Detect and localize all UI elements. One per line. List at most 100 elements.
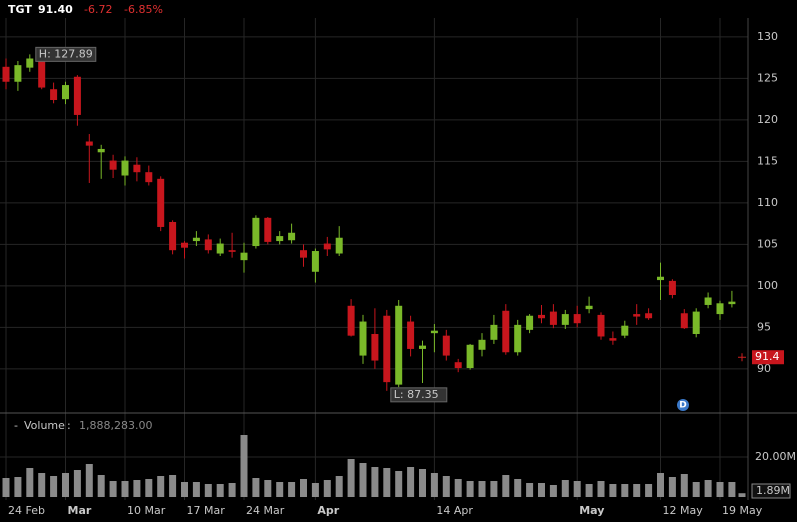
volume-last-box [751, 483, 791, 499]
volume-bar [668, 477, 676, 497]
high-label: H: 127.89 [39, 47, 93, 60]
y-tick-label: 90 [757, 362, 771, 375]
volume-bar [121, 481, 129, 497]
volume-bar [478, 481, 486, 497]
y-tick-label: 105 [757, 237, 778, 250]
candle-body [657, 276, 664, 281]
candle-body [633, 314, 641, 317]
volume-dash: - [14, 419, 18, 432]
candle-body [252, 217, 260, 247]
last-price-cross [738, 353, 746, 362]
volume-bar [240, 435, 248, 497]
volume-bar-last [738, 493, 746, 497]
candle-body [490, 324, 498, 340]
candle-body [347, 305, 355, 336]
candle-body [335, 237, 343, 254]
volume-bar [311, 483, 319, 497]
volume-bar [204, 484, 212, 497]
candle-body [240, 252, 248, 261]
volume-bar [585, 484, 593, 497]
y-tick-label: 20.00M [755, 450, 796, 463]
volume-bar [526, 483, 534, 497]
candle-body [359, 321, 367, 356]
volume-bar [192, 482, 200, 497]
last-price-label: 91.4 [755, 350, 780, 363]
candle-body [157, 178, 165, 227]
volume-bar [573, 481, 581, 497]
volume-bar [645, 484, 653, 497]
volume-bar [264, 480, 272, 497]
x-tick-label: 24 Mar [246, 504, 285, 517]
volume-bar [359, 463, 367, 497]
candle-body [276, 236, 284, 242]
candle-body [181, 242, 188, 248]
volume-bar [157, 476, 165, 497]
y-tick-label: 95 [757, 320, 771, 333]
volume-bar [419, 469, 426, 497]
y-tick-label: 115 [757, 154, 778, 167]
candle-body [680, 313, 688, 329]
volume-bar [395, 471, 403, 497]
candle-body [621, 325, 629, 336]
candle-body [169, 221, 177, 251]
volume-bar [680, 474, 688, 497]
candle-body [597, 314, 605, 337]
candle-body [668, 280, 676, 295]
candle-body [478, 339, 486, 350]
volume-bar [133, 480, 141, 497]
candle-body [97, 148, 105, 153]
candle-body [311, 251, 319, 272]
x-tick-label: 14 Apr [436, 504, 473, 517]
volume-bar [335, 476, 343, 497]
candle-body [549, 311, 557, 325]
event-marker-label: D [679, 401, 686, 411]
volume-bar [216, 484, 224, 497]
high-label-box [35, 46, 97, 62]
volume-bar [73, 470, 81, 497]
x-tick-label: 24 Feb [8, 504, 45, 517]
volume-bar [14, 477, 22, 497]
candle-body [62, 85, 69, 100]
last-price-box [752, 350, 784, 365]
volume-bar [38, 473, 46, 497]
volume-bar [704, 480, 712, 497]
volume-bar [538, 483, 545, 497]
volume-legend-value: 1,888,283.00 [79, 419, 152, 432]
volume-colon: : [67, 419, 71, 432]
candle-body [38, 56, 46, 88]
price: 91.40 [38, 3, 73, 16]
volume-bar [466, 481, 474, 497]
candle-body [692, 311, 700, 334]
low-label-box [390, 387, 448, 403]
volume-bar [407, 467, 415, 497]
y-tick-label: 100 [757, 279, 778, 292]
candle-body [526, 315, 534, 330]
volume-bar [50, 476, 58, 497]
x-tick-label: Mar [68, 504, 92, 517]
x-tick-label: Apr [317, 504, 339, 517]
volume-bar [597, 481, 605, 497]
candle-body [14, 65, 22, 82]
candle-body [716, 303, 724, 315]
event-marker[interactable] [677, 399, 689, 411]
volume-bar [609, 484, 617, 497]
volume-bar [549, 485, 557, 497]
volume-bar [85, 464, 93, 497]
volume-title: Volume [24, 419, 65, 432]
y-tick-label: 125 [757, 71, 778, 84]
candle-body [466, 344, 474, 369]
candle-body [645, 313, 653, 319]
candle-body [204, 239, 212, 251]
candle-body [454, 362, 462, 369]
candle-body [442, 335, 450, 356]
candle-body [609, 338, 617, 341]
y-tick-label: 120 [757, 113, 778, 126]
volume-bar [97, 475, 105, 497]
y-tick-label: 130 [757, 30, 778, 43]
x-tick-label: May [579, 504, 604, 517]
candle-body [145, 172, 153, 183]
volume-bar [276, 482, 284, 497]
volume-bar [621, 484, 629, 497]
low-label: L: 87.35 [394, 388, 439, 401]
